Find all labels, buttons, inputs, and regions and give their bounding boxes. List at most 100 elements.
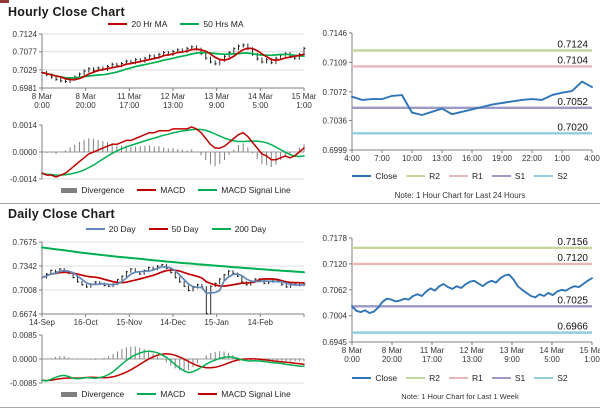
svg-text:0.7029: 0.7029: [13, 66, 38, 75]
svg-text:0.7124: 0.7124: [13, 30, 38, 39]
s1-line-swatch: [491, 174, 511, 178]
svg-text:20:00: 20:00: [76, 101, 97, 110]
s2-line-swatch: [534, 376, 554, 380]
macd-signal-swatch: [198, 188, 218, 192]
r1-line-swatch: [448, 376, 468, 380]
svg-text:0:00: 0:00: [34, 101, 50, 110]
svg-text:0.7120: 0.7120: [323, 260, 348, 269]
svg-text:15 Mar: 15 Mar: [580, 346, 600, 355]
macd-line-swatch: [137, 188, 157, 192]
svg-text:0.7077: 0.7077: [13, 48, 38, 57]
svg-text:15 Mar: 15 Mar: [292, 92, 317, 101]
macd-line-swatch: [137, 392, 157, 396]
legend-item: R2: [406, 373, 440, 383]
bottom-divider: [0, 407, 600, 408]
svg-text:0.7675: 0.7675: [13, 238, 38, 247]
svg-text:11 Mar: 11 Mar: [420, 346, 445, 355]
svg-text:14 Mar: 14 Mar: [248, 92, 273, 101]
legend-item: 200 Day: [211, 224, 266, 234]
close-line-swatch: [352, 174, 372, 178]
svg-text:14-Sep: 14-Sep: [29, 318, 55, 327]
svg-text:10:00: 10:00: [402, 154, 423, 163]
svg-text:7:00: 7:00: [374, 154, 390, 163]
hourly-pivot-legend: Close R2 R1 S1 S2: [326, 171, 594, 181]
daily-macd-chart: -0.0085 0.0000 0.0085: [10, 331, 305, 388]
hourly-macd-chart: -0.0014 0.0000 0.0014: [10, 121, 305, 184]
ma20day-line-swatch: [85, 227, 105, 231]
svg-text:0.7109: 0.7109: [323, 58, 348, 67]
svg-text:0.6674: 0.6674: [13, 310, 38, 319]
svg-text:9:00: 9:00: [209, 101, 225, 110]
svg-text:0.0000: 0.0000: [13, 148, 38, 157]
svg-text:0.7025: 0.7025: [557, 295, 588, 306]
legend-item: MACD Signal Line: [198, 185, 291, 195]
hourly-pivot-chart: 0.6999 0.7036 0.7072 0.7109 0.7146 4:00 7:00 10…: [323, 29, 600, 163]
svg-text:1:00: 1:00: [584, 355, 600, 364]
legend-item: Divergence: [61, 389, 124, 399]
legend-item: 50 Day: [148, 224, 199, 234]
legend-label: 20 Day: [108, 224, 136, 234]
divergence-swatch: [61, 391, 78, 397]
svg-text:1:00: 1:00: [554, 154, 570, 163]
svg-text:0.6981: 0.6981: [13, 84, 38, 93]
svg-text:0.6945: 0.6945: [323, 338, 348, 347]
svg-text:0.6999: 0.6999: [323, 146, 348, 155]
svg-text:13:00: 13:00: [432, 154, 453, 163]
ma50-line-swatch: [180, 22, 200, 26]
legend-item: Close: [352, 171, 397, 181]
legend-label: S2: [557, 171, 568, 181]
svg-text:5:00: 5:00: [253, 101, 269, 110]
macd-signal-swatch: [198, 392, 218, 396]
legend-item: MACD Signal Line: [198, 389, 291, 399]
legend-label: S2: [557, 373, 568, 383]
legend-item: S1: [491, 373, 525, 383]
svg-text:17:00: 17:00: [422, 355, 443, 364]
svg-text:16-Oct: 16-Oct: [74, 318, 99, 327]
close-line-swatch: [352, 376, 372, 380]
legend-label: Divergence: [81, 389, 125, 399]
legend-label: 50 Hrs MA: [203, 19, 244, 29]
svg-text:20:00: 20:00: [382, 355, 403, 364]
s1-line-swatch: [491, 376, 511, 380]
legend-item: 20 Hr MA: [108, 19, 167, 29]
legend-label: MACD: [160, 389, 186, 399]
legend-label: R2: [429, 171, 440, 181]
svg-text:8 Mar: 8 Mar: [75, 92, 96, 101]
svg-text:0.7342: 0.7342: [13, 262, 38, 271]
svg-text:0.7146: 0.7146: [323, 29, 348, 38]
r1-line-swatch: [448, 174, 468, 178]
svg-text:8 Mar: 8 Mar: [342, 346, 363, 355]
svg-text:0.7104: 0.7104: [557, 55, 588, 66]
legend-label: MACD: [160, 185, 186, 195]
top-left-border-mark: [0, 0, 9, 3]
svg-text:-0.0014: -0.0014: [10, 175, 38, 184]
legend-label: R1: [471, 171, 483, 181]
svg-text:9:00: 9:00: [504, 355, 520, 364]
legend-item: Close: [352, 373, 397, 383]
daily-ma-legend: 20 Day 50 Day 200 Day: [40, 224, 312, 234]
r2-line-swatch: [406, 376, 426, 380]
svg-text:0.7062: 0.7062: [323, 286, 348, 295]
hourly-chart-title: Hourly Close Chart: [8, 5, 125, 19]
svg-text:8 Mar: 8 Mar: [382, 346, 403, 355]
svg-text:-0.0085: -0.0085: [10, 379, 38, 388]
daily-price-chart: 0.6674 0.7008 0.7342 0.7675 14-Sep 16-Oct 15-N…: [13, 238, 306, 327]
svg-text:11 Mar: 11 Mar: [117, 92, 142, 101]
legend-item: R1: [448, 373, 483, 383]
daily-pivot-note: Note: 1 Hour Chart for Last 1 Week: [401, 392, 519, 401]
svg-text:4:00: 4:00: [584, 154, 600, 163]
daily-pivot-legend: Close R2 R1 S1 S2: [326, 373, 594, 383]
svg-text:1:00: 1:00: [296, 101, 312, 110]
legend-item: S2: [534, 373, 568, 383]
svg-text:0.7124: 0.7124: [557, 40, 588, 51]
svg-text:14 Mar: 14 Mar: [540, 346, 565, 355]
hourly-pivot-note: Note: 1 Hour Chart for Last 24 Hours: [394, 191, 526, 200]
legend-item: MACD: [137, 389, 185, 399]
hourly-macd-legend: Divergence MACD MACD Signal Line: [40, 185, 312, 195]
legend-label: MACD Signal Line: [221, 389, 291, 399]
svg-text:0.7120: 0.7120: [557, 253, 588, 264]
svg-text:14-Dec: 14-Dec: [160, 318, 186, 327]
svg-text:13:00: 13:00: [163, 101, 184, 110]
svg-text:0.7004: 0.7004: [323, 312, 348, 321]
